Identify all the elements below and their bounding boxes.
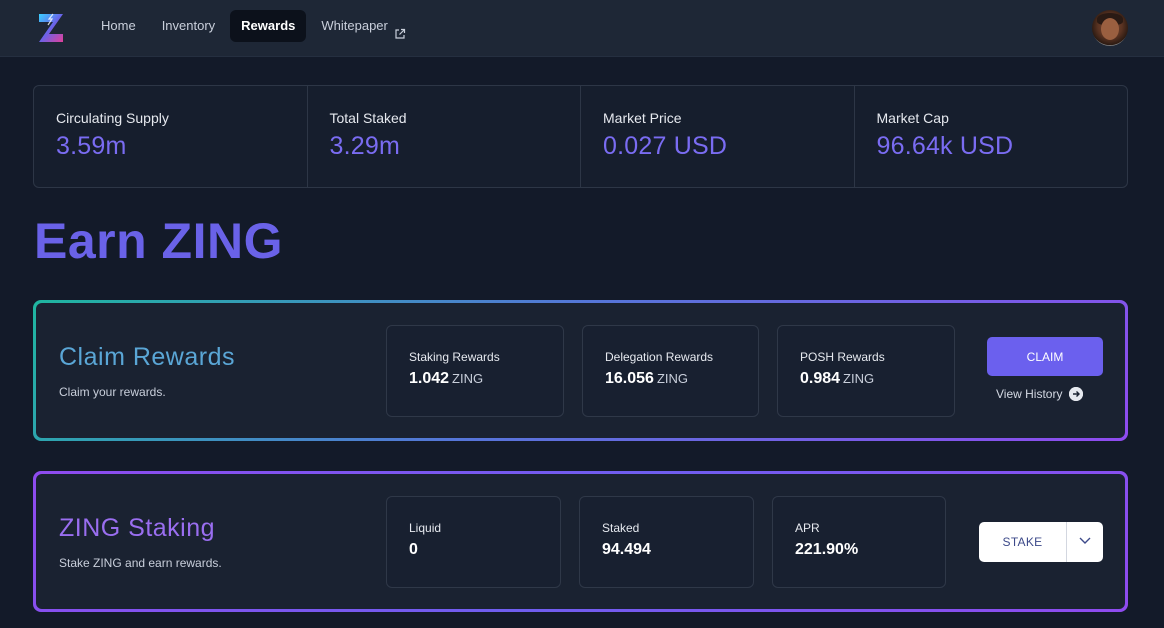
metric-label: APR <box>795 521 820 535</box>
staking-card-body: ZING Staking Stake ZING and earn rewards… <box>36 474 1125 609</box>
metric-number: 1.042 <box>409 370 450 387</box>
staking-subtitle: Stake ZING and earn rewards. <box>59 556 222 570</box>
metric-label: Delegation Rewards <box>605 350 714 364</box>
metric-unit: ZING <box>843 371 875 386</box>
stat-value: 3.29m <box>329 132 400 160</box>
nav-inventory[interactable]: Inventory <box>151 10 226 42</box>
page-title: Earn ZING <box>34 213 283 269</box>
metric-posh-rewards: POSH Rewards 0.984 ZING <box>777 325 955 417</box>
stat-value: 3.59m <box>56 132 127 160</box>
zing-staking-card: ZING Staking Stake ZING and earn rewards… <box>33 471 1128 612</box>
claim-subtitle: Claim your rewards. <box>59 385 166 399</box>
stat-total-staked: Total Staked 3.29m <box>308 86 581 187</box>
metric-number: 16.056 <box>605 370 654 387</box>
metric-number: 0.984 <box>800 370 841 387</box>
stat-value: 96.64k USD <box>876 132 1014 160</box>
metric-delegation-rewards: Delegation Rewards 16.056 ZING <box>582 325 759 417</box>
metric-unit: ZING <box>656 371 688 386</box>
claim-title: Claim Rewards <box>59 343 235 371</box>
claim-card-body: Claim Rewards Claim your rewards. Stakin… <box>36 303 1125 438</box>
nav-rewards[interactable]: Rewards <box>230 10 307 42</box>
stat-label: Circulating Supply <box>56 110 169 126</box>
stat-market-price: Market Price 0.027 USD <box>581 86 855 187</box>
metric-value: 16.056 ZING <box>605 370 736 388</box>
external-link-icon <box>394 20 406 39</box>
metric-value: 94.494 <box>602 541 651 558</box>
staking-title: ZING Staking <box>59 514 216 542</box>
nav-rewards-label: Rewards <box>241 18 296 33</box>
metric-value: 221.90% <box>795 541 859 558</box>
claim-button[interactable]: CLAIM <box>987 337 1103 376</box>
stat-label: Market Cap <box>876 110 949 126</box>
metric-unit: ZING <box>452 371 484 386</box>
nav-home-label: Home <box>101 18 136 33</box>
view-history-label: View History <box>996 387 1063 401</box>
metric-label: Staked <box>602 521 640 535</box>
metric-label: Staking Rewards <box>409 350 500 364</box>
metric-label: Liquid <box>409 521 442 535</box>
top-nav: Home Inventory Rewards Whitepaper <box>0 0 1164 57</box>
zing-logo[interactable] <box>36 11 66 45</box>
metric-value: 0 <box>409 541 418 558</box>
nav-whitepaper-label: Whitepaper <box>321 18 388 33</box>
metric-value: 0.984 ZING <box>800 370 932 388</box>
metric-label: POSH Rewards <box>800 350 885 364</box>
stat-label: Total Staked <box>329 110 407 126</box>
arrow-right-circle-icon <box>1069 387 1084 401</box>
nav-home[interactable]: Home <box>90 10 147 42</box>
metric-apr: APR 221.90% <box>772 496 946 588</box>
stat-circulating-supply: Circulating Supply 3.59m <box>34 86 308 187</box>
nav-links: Home Inventory Rewards Whitepaper <box>90 10 417 42</box>
token-stats: Circulating Supply 3.59m Total Staked 3.… <box>33 85 1128 188</box>
stat-market-cap: Market Cap 96.64k USD <box>855 86 1128 187</box>
avatar-face <box>1101 18 1119 40</box>
nav-whitepaper[interactable]: Whitepaper <box>310 10 416 42</box>
metric-liquid: Liquid 0 <box>386 496 561 588</box>
stake-button[interactable]: STAKE <box>1002 535 1043 549</box>
claim-rewards-card: Claim Rewards Claim your rewards. Stakin… <box>33 300 1128 441</box>
metric-staked: Staked 94.494 <box>579 496 754 588</box>
nav-inventory-label: Inventory <box>161 18 216 33</box>
stat-label: Market Price <box>603 110 682 126</box>
chevron-down-icon <box>1078 533 1092 552</box>
view-history-link[interactable]: View History <box>996 387 1084 401</box>
avatar[interactable] <box>1092 10 1128 46</box>
metric-value: 1.042 ZING <box>409 370 541 388</box>
stat-value: 0.027 USD <box>603 132 728 160</box>
stake-dropdown-toggle[interactable] <box>1066 522 1103 562</box>
stake-button-group: STAKE <box>979 522 1103 562</box>
metric-staking-rewards: Staking Rewards 1.042 ZING <box>386 325 564 417</box>
